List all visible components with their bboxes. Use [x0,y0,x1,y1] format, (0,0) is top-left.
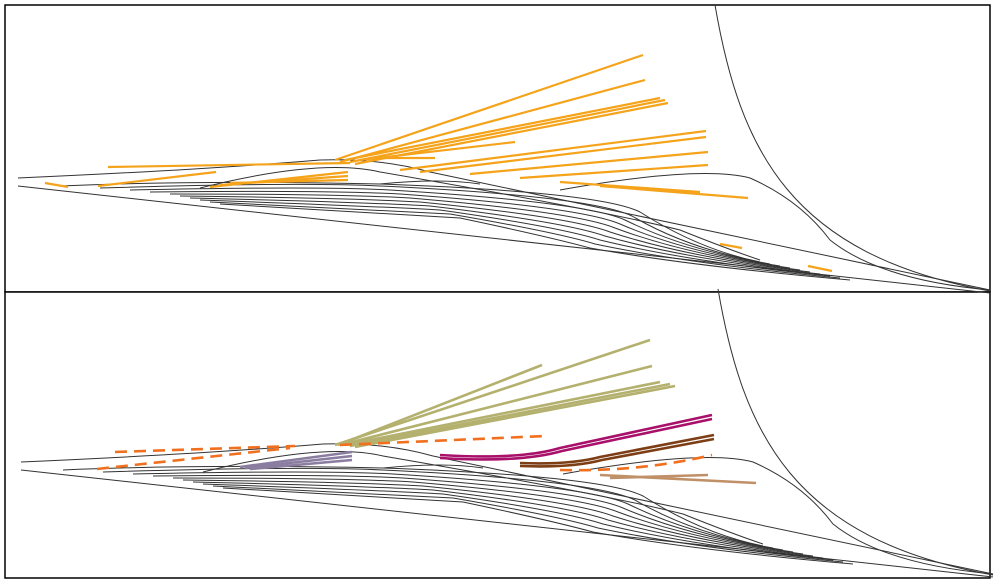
top-panel [4,4,991,293]
bottom-panel [4,291,991,579]
bottom-routes [96,338,757,485]
top-routes [44,53,833,273]
